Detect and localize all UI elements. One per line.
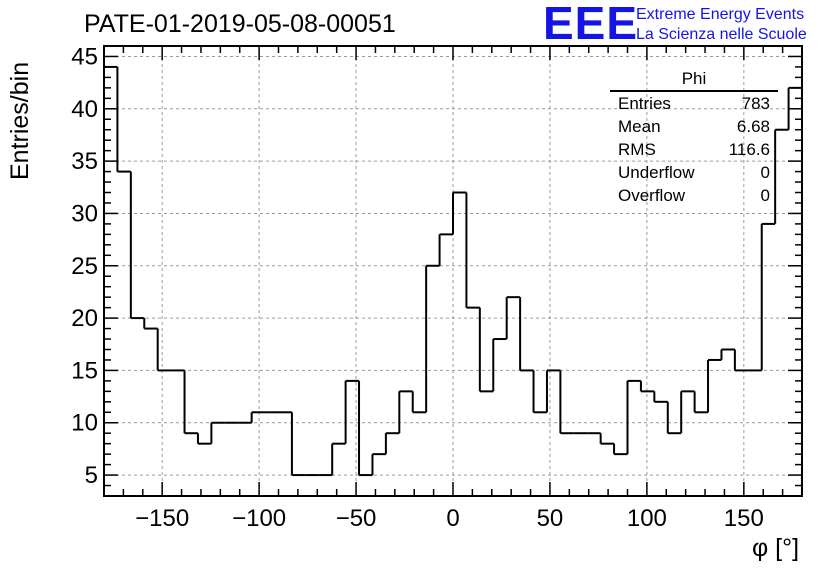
y-axis-label: Entries/bin	[6, 61, 34, 180]
x-tick-label: −100	[232, 505, 286, 532]
eee-logo-mark: EEE	[543, 0, 639, 49]
x-axis-label: φ [°]	[752, 534, 800, 562]
stats-row: Underflow 0	[610, 161, 778, 184]
y-tick-label: 40	[71, 96, 98, 123]
stats-row: Overflow 0	[610, 184, 778, 207]
y-tick-label: 25	[71, 253, 98, 280]
y-tick-label: 15	[71, 357, 98, 384]
x-tick-label: −150	[135, 505, 189, 532]
x-tick-label: 0	[446, 505, 459, 532]
chart-title: PATE-01-2019-05-08-00051	[84, 10, 396, 38]
x-tick-labels: −150 −100 −50 0 50 100 150	[135, 505, 764, 532]
stats-label: RMS	[618, 140, 656, 159]
stats-row: Mean 6.68	[610, 115, 778, 138]
y-tick-label: 35	[71, 148, 98, 175]
logo-line-1: Extreme Energy Events	[636, 6, 805, 23]
stats-label: Entries	[618, 94, 671, 113]
stats-value: 0	[760, 186, 770, 205]
y-tick-label: 20	[71, 305, 98, 332]
y-tick-label: 30	[71, 200, 98, 227]
y-tick-label: 45	[71, 43, 98, 70]
stats-value: 6.68	[736, 117, 770, 136]
stats-value: 783	[741, 94, 770, 113]
x-tick-label: 150	[724, 505, 764, 532]
y-tick-label: 10	[71, 410, 98, 437]
stats-value: 116.6	[728, 140, 770, 159]
stats-value: 0	[760, 163, 770, 182]
stats-label: Mean	[618, 117, 661, 136]
stats-label: Underflow	[618, 163, 695, 182]
logo-line-2: La Scienza nelle Scuole	[636, 26, 807, 43]
stats-label: Overflow	[618, 186, 686, 205]
stats-row: RMS 116.6	[610, 138, 778, 161]
y-tick-labels: 5 10 15 20 25 30 35 40 45	[71, 43, 98, 489]
stats-box-name: Phi	[610, 68, 778, 92]
x-tick-label: −50	[336, 505, 377, 532]
histogram-line	[104, 65, 802, 477]
x-tick-label: 100	[627, 505, 667, 532]
stats-row: Entries 783	[610, 92, 778, 115]
stats-box: Phi Entries 783 Mean 6.68 RMS 116.6 Underfl…	[610, 68, 778, 207]
x-tick-label: 50	[537, 505, 564, 532]
axis-ticks	[103, 45, 803, 496]
y-tick-label: 5	[85, 462, 98, 489]
